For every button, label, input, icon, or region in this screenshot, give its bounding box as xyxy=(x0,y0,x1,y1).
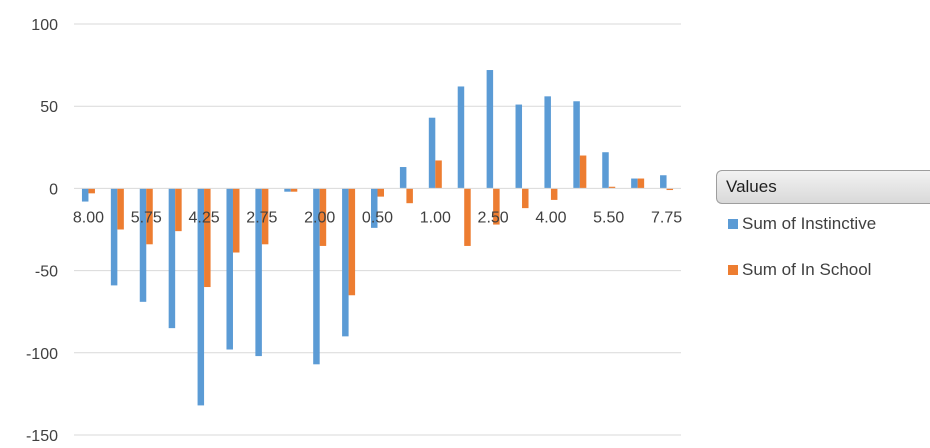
x-tick-label: 4.25 xyxy=(189,209,220,226)
bar-in-school xyxy=(608,186,616,189)
bar-instinctive xyxy=(486,70,494,189)
bar-in-school xyxy=(290,188,298,192)
bar-in-school xyxy=(117,188,124,230)
bar-instinctive xyxy=(631,178,638,189)
bar-in-school xyxy=(666,188,674,191)
bar-instinctive xyxy=(197,188,205,406)
bar-instinctive xyxy=(660,175,667,189)
bar-in-school xyxy=(348,188,356,296)
bar-instinctive xyxy=(168,188,176,329)
y-tick-label: -150 xyxy=(26,428,58,443)
x-tick-label: 4.00 xyxy=(535,209,566,226)
bar-instinctive xyxy=(110,188,118,286)
bar-instinctive xyxy=(457,86,465,189)
x-tick-label: 2.50 xyxy=(478,209,509,226)
y-tick-label: 0 xyxy=(49,181,58,198)
bar-instinctive xyxy=(544,96,551,189)
bar-instinctive xyxy=(371,188,378,228)
bar-instinctive xyxy=(602,152,609,189)
y-tick-label: 100 xyxy=(31,17,58,34)
bar-instinctive xyxy=(81,188,89,202)
bar-in-school xyxy=(232,188,240,253)
legend-item-in-school[interactable]: Sum of In School xyxy=(728,259,871,281)
bar-in-school xyxy=(204,188,211,288)
bar-in-school xyxy=(522,188,529,209)
x-tick-label: 7.75 xyxy=(651,209,682,226)
legend-label-in-school: Sum of In School xyxy=(742,260,872,279)
bar-instinctive xyxy=(342,188,349,337)
y-tick-label: -50 xyxy=(35,264,58,281)
bar-instinctive xyxy=(139,188,147,302)
legend-label-instinctive: Sum of Instinctive xyxy=(742,214,877,233)
bar-instinctive xyxy=(284,188,291,192)
bar-in-school xyxy=(435,160,442,189)
bar-in-school xyxy=(637,178,645,189)
legend-swatch-in-school xyxy=(728,265,738,275)
legend-item-instinctive[interactable]: Sum of Instinctive xyxy=(728,213,876,235)
bar-in-school xyxy=(319,188,327,246)
bar-in-school xyxy=(493,188,500,225)
bar-instinctive xyxy=(255,188,262,357)
bar-in-school xyxy=(464,188,471,246)
bar-in-school xyxy=(406,188,413,204)
bar-instinctive xyxy=(573,101,580,189)
x-tick-label: 0.50 xyxy=(362,209,393,226)
bar-in-school xyxy=(579,155,587,189)
x-tick-label: 2.00 xyxy=(304,209,335,226)
x-tick-label: 5.50 xyxy=(593,209,624,226)
bar-instinctive xyxy=(399,167,407,189)
x-tick-label: 8.00 xyxy=(73,209,104,226)
bar-instinctive xyxy=(515,104,523,189)
y-tick-label: -100 xyxy=(26,346,58,363)
bar-instinctive xyxy=(428,117,436,189)
bar-instinctive xyxy=(226,188,233,350)
x-tick-label: 5.75 xyxy=(131,209,162,226)
legend-title[interactable]: Values xyxy=(716,170,930,204)
legend-swatch-instinctive xyxy=(728,219,738,229)
bar-in-school xyxy=(88,188,95,194)
x-tick-label: 2.75 xyxy=(246,209,277,226)
bar-in-school xyxy=(377,188,384,197)
bar-instinctive xyxy=(313,188,320,365)
bar-in-school xyxy=(550,188,558,200)
y-tick-label: 50 xyxy=(40,99,58,116)
bar-in-school xyxy=(175,188,182,232)
bar-in-school xyxy=(146,188,153,245)
bar-in-school xyxy=(261,188,269,245)
x-tick-label: 1.00 xyxy=(420,209,451,226)
